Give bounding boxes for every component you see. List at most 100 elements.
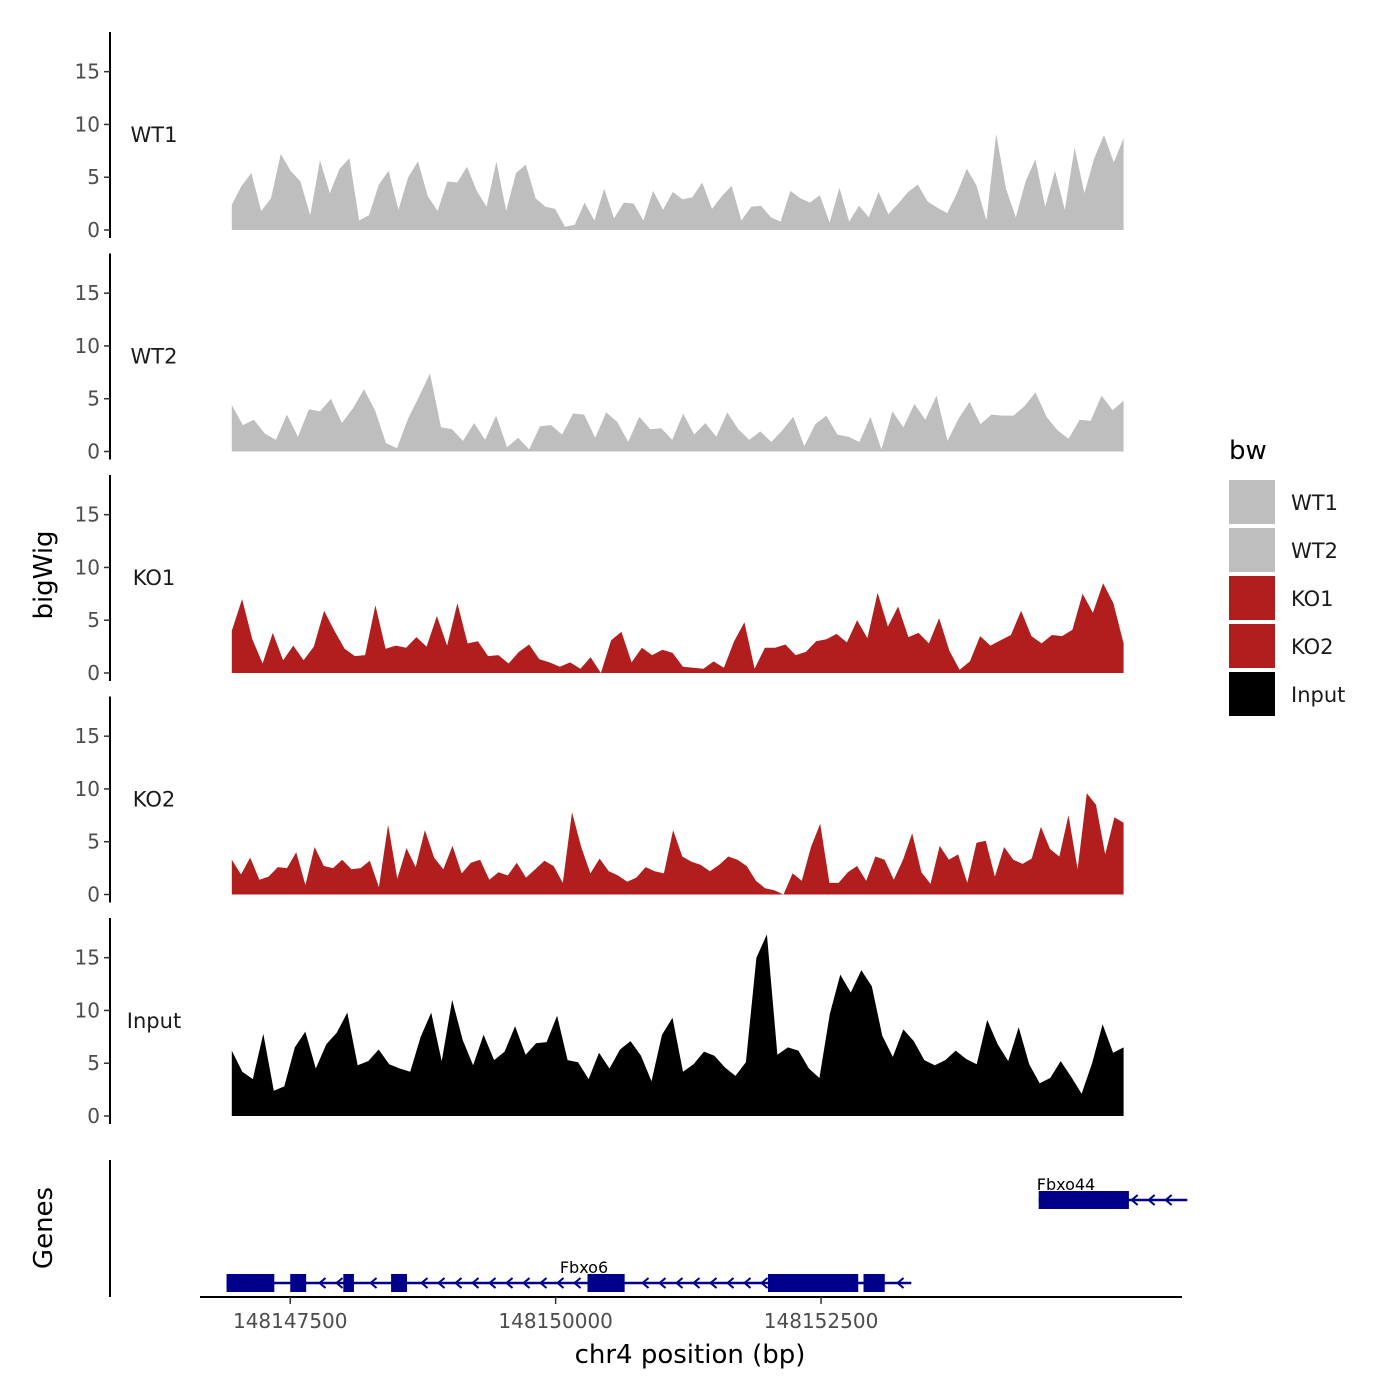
legend: bw WT1 WT2 KO1 KO2 Input [1229, 436, 1345, 716]
track-label: Input [127, 1009, 181, 1033]
legend-label: WT1 [1291, 491, 1338, 515]
track-wt2: 0 5 10 15 WT2 [75, 253, 1124, 464]
track-ko1: 0 5 10 15 KO1 [75, 475, 1124, 685]
strand-arrow [674, 1277, 684, 1289]
y-tick-label: 10 [75, 555, 100, 579]
strand-arrow [759, 1277, 769, 1289]
x-axis-title: chr4 position (bp) [575, 1340, 806, 1370]
coverage-area-ko1 [231, 583, 1124, 673]
x-tick-label: 148147500 [233, 1309, 348, 1333]
gene-exon [1038, 1191, 1129, 1209]
legend-label: Input [1291, 683, 1345, 707]
legend-swatch [1229, 624, 1275, 668]
y-tick-label: 15 [75, 60, 100, 84]
strand-arrow [657, 1277, 667, 1289]
legend-entry-wt2: WT2 [1229, 528, 1338, 572]
x-tick-label: 148150000 [498, 1309, 613, 1333]
legend-swatch [1229, 528, 1275, 572]
legend-entries: WT1 WT2 KO1 KO2 Input [1229, 480, 1345, 716]
track-label: KO2 [133, 788, 176, 812]
tracks-layer: 0 5 10 15 WT1 0 5 10 15 WT2 0 5 10 15 KO1 0 5 10 15 KO2 0 5 10… [75, 32, 1124, 1128]
y-tick-label: 5 [87, 608, 100, 632]
y-tick-label: 10 [75, 112, 100, 136]
legend-swatch [1229, 672, 1275, 716]
track-label: WT2 [131, 345, 178, 369]
strand-arrow [470, 1277, 480, 1289]
genes-layer: Fbxo6 Fbxo44 [109, 1160, 1188, 1297]
y-tick-label: 0 [87, 440, 100, 464]
strand-arrow [538, 1277, 548, 1289]
y-tick-label: 0 [87, 883, 100, 907]
y-tick-label: 5 [87, 165, 100, 189]
y-tick-label: 0 [87, 218, 100, 242]
track-wt1: 0 5 10 15 WT1 [75, 32, 1124, 242]
strand-arrow [725, 1277, 735, 1289]
y-axis-title: bigWig [29, 530, 59, 619]
track-ko2: 0 5 10 15 KO2 [75, 696, 1124, 907]
strand-arrow [572, 1277, 582, 1289]
gene-exon [290, 1274, 307, 1292]
gene-fbxo44: Fbxo44 [1037, 1175, 1188, 1209]
coverage-area-wt2 [231, 373, 1124, 452]
legend-entry-ko2: KO2 [1229, 624, 1334, 668]
legend-entry-ko1: KO1 [1229, 576, 1334, 620]
coverage-area-input [231, 934, 1124, 1116]
coverage-area-ko2 [231, 793, 1124, 895]
strand-arrow [453, 1277, 463, 1289]
legend-title: bw [1229, 436, 1267, 466]
y-tick-label: 15 [75, 281, 100, 305]
strand-arrow [419, 1277, 429, 1289]
y-tick-label: 15 [75, 724, 100, 748]
strand-arrow [504, 1277, 514, 1289]
x-axis-ticks: 148147500 148150000 148152500 [233, 1297, 878, 1333]
strand-arrow [640, 1277, 650, 1289]
strand-arrow [1147, 1194, 1156, 1206]
strand-arrow [742, 1277, 752, 1289]
y-tick-label: 10 [75, 998, 100, 1022]
x-tick-label: 148152500 [764, 1309, 879, 1333]
gene-exon [767, 1274, 859, 1292]
track-label: WT1 [131, 123, 178, 147]
strand-arrow [487, 1277, 497, 1289]
strand-arrow [691, 1277, 701, 1289]
legend-label: KO1 [1291, 587, 1334, 611]
gene-fbxo6: Fbxo6 [226, 1258, 912, 1292]
strand-arrow [1164, 1194, 1173, 1206]
strand-arrow [521, 1277, 531, 1289]
y-tick-label: 5 [87, 830, 100, 854]
gene-exon [391, 1274, 408, 1292]
strand-arrow [368, 1277, 378, 1289]
track-label: KO1 [133, 566, 176, 590]
coverage-area-wt1 [231, 133, 1124, 230]
y-tick-label: 15 [75, 503, 100, 527]
track-input: 0 5 10 15 Input [75, 918, 1124, 1128]
gene-label: Fbxo44 [1037, 1175, 1095, 1194]
y-tick-label: 5 [87, 387, 100, 411]
strand-arrow [317, 1277, 327, 1289]
legend-swatch [1229, 480, 1275, 524]
gene-exon [863, 1274, 885, 1292]
strand-arrow [436, 1277, 446, 1289]
genes-axis-title: Genes [29, 1187, 59, 1269]
y-tick-label: 10 [75, 334, 100, 358]
legend-entry-input: Input [1229, 672, 1345, 716]
y-tick-label: 0 [87, 1104, 100, 1128]
legend-entry-wt1: WT1 [1229, 480, 1338, 524]
strand-arrow [334, 1277, 344, 1289]
y-tick-label: 0 [87, 661, 100, 685]
legend-label: WT2 [1291, 539, 1338, 563]
y-tick-label: 10 [75, 777, 100, 801]
gene-label: Fbxo6 [560, 1258, 608, 1277]
gene-exon [343, 1274, 354, 1292]
strand-arrow [555, 1277, 565, 1289]
strand-arrow [708, 1277, 718, 1289]
gene-exon [587, 1274, 625, 1292]
y-tick-label: 15 [75, 946, 100, 970]
y-tick-label: 5 [87, 1051, 100, 1075]
gene-exon [226, 1274, 275, 1292]
strand-arrow [1130, 1194, 1139, 1206]
strand-arrow [895, 1277, 905, 1289]
legend-label: KO2 [1291, 635, 1334, 659]
legend-swatch [1229, 576, 1275, 620]
